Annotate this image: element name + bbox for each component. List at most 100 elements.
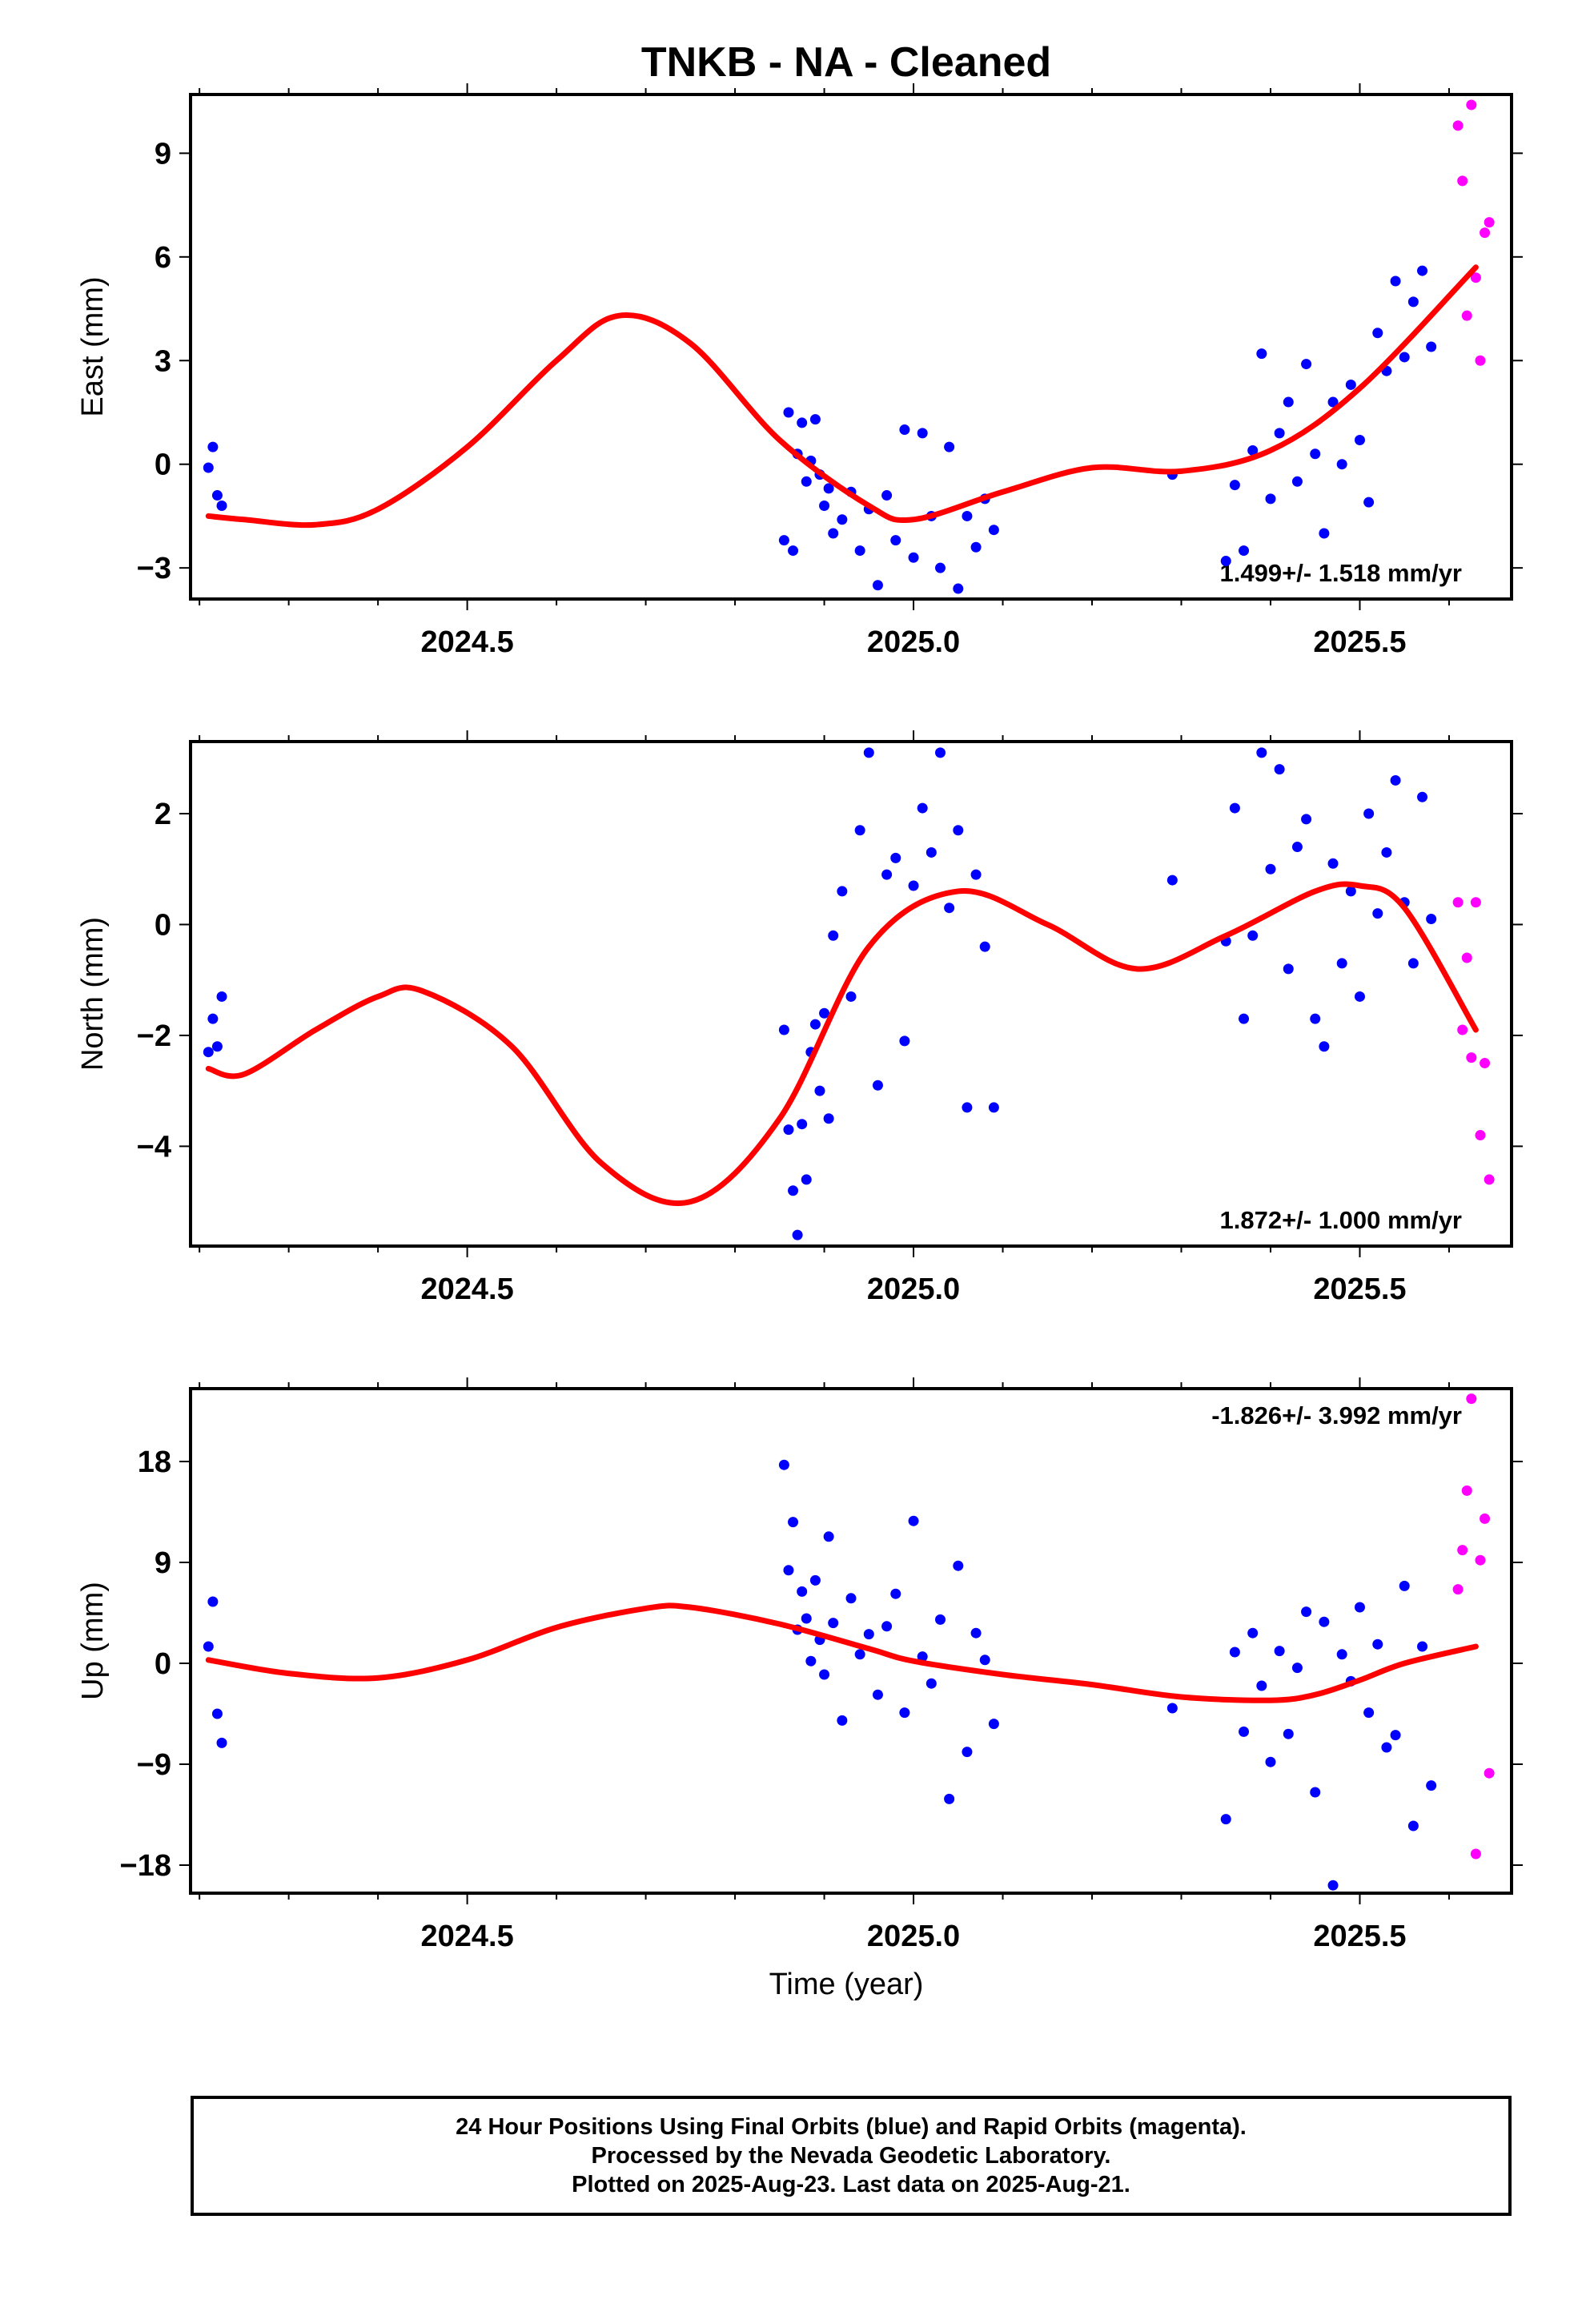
- final-orbit-point: [1417, 1641, 1428, 1652]
- final-orbit-point: [809, 414, 821, 425]
- final-orbit-point: [792, 1229, 803, 1240]
- final-orbit-point: [854, 545, 865, 557]
- rapid-orbit-point: [1475, 355, 1486, 366]
- footer-line-1: 24 Hour Positions Using Final Orbits (bl…: [456, 2114, 1247, 2140]
- x-tick-label: 2024.5: [420, 625, 513, 659]
- final-orbit-point: [1345, 886, 1356, 897]
- final-orbit-point: [1336, 958, 1347, 969]
- final-orbit-point: [1363, 808, 1375, 819]
- y-tick-label: 0: [155, 448, 171, 482]
- final-orbit-point: [1372, 1638, 1383, 1650]
- final-orbit-point: [863, 1629, 874, 1640]
- rapid-orbit-point: [1452, 1584, 1464, 1595]
- x-tick-label: 2025.0: [867, 1920, 960, 1953]
- final-orbit-point: [988, 1719, 999, 1730]
- rapid-orbit-point: [1457, 1545, 1468, 1556]
- final-orbit-point: [216, 991, 227, 1002]
- final-orbit-point: [1363, 1707, 1375, 1719]
- x-tick-label: 2025.0: [867, 1273, 960, 1306]
- final-orbit-point: [1417, 265, 1428, 276]
- final-orbit-point: [1426, 341, 1437, 352]
- final-orbit-point: [1274, 428, 1285, 439]
- final-orbit-point: [1291, 1663, 1303, 1674]
- final-orbit-point: [1256, 1680, 1267, 1691]
- final-orbit-point: [823, 483, 834, 494]
- final-orbit-point: [979, 941, 990, 952]
- chart-title: TNKB - NA - Cleaned: [641, 39, 1051, 86]
- final-orbit-point: [872, 580, 883, 591]
- final-orbit-point: [988, 525, 999, 536]
- rapid-orbit-point: [1466, 99, 1477, 111]
- final-orbit-point: [962, 1102, 973, 1113]
- final-orbit-point: [1301, 359, 1312, 370]
- final-orbit-point: [1354, 991, 1365, 1002]
- rate-label: 1.872+/- 1.000 mm/yr: [1220, 1206, 1462, 1234]
- final-orbit-point: [1229, 802, 1240, 814]
- final-orbit-point: [211, 490, 223, 501]
- final-orbit-point: [1301, 1606, 1312, 1618]
- final-orbit-point: [801, 1613, 812, 1624]
- final-orbit-point: [845, 991, 857, 1002]
- model-fit-curve: [205, 881, 1479, 1206]
- plot-area: [203, 747, 1495, 1240]
- final-orbit-point: [837, 886, 848, 897]
- final-orbit-point: [899, 1035, 910, 1047]
- final-orbit-point: [881, 869, 893, 880]
- rapid-orbit-point: [1461, 1485, 1472, 1496]
- final-orbit-point: [917, 1651, 928, 1663]
- final-orbit-point: [1283, 963, 1294, 975]
- final-orbit-point: [1310, 448, 1321, 460]
- final-orbit-point: [1390, 774, 1401, 786]
- final-orbit-point: [1291, 476, 1303, 487]
- final-orbit-point: [819, 1007, 830, 1019]
- rapid-orbit-point: [1466, 1393, 1477, 1405]
- final-orbit-point: [788, 1517, 799, 1528]
- rapid-orbit-point: [1470, 1848, 1481, 1860]
- final-orbit-point: [1345, 379, 1356, 390]
- footer-line-2: Processed by the Nevada Geodetic Laborat…: [591, 2143, 1111, 2169]
- x-tick-label: 2025.5: [1313, 1920, 1406, 1953]
- y-tick-label: 0: [155, 908, 171, 942]
- final-orbit-point: [1390, 1730, 1401, 1741]
- final-orbit-point: [203, 1641, 214, 1652]
- final-orbit-point: [809, 1574, 821, 1586]
- final-orbit-point: [837, 514, 848, 525]
- final-orbit-point: [872, 1080, 883, 1091]
- east-panel: 2024.5 2025.0 2025.5 −3 0 3 6 9 East (mm) 1.499+/…: [76, 83, 1523, 659]
- final-orbit-point: [783, 407, 794, 418]
- final-orbit-point: [216, 500, 227, 511]
- final-orbit-point: [1319, 1616, 1330, 1627]
- final-orbit-point: [1247, 444, 1259, 456]
- model-fit-curve: [205, 264, 1479, 529]
- final-orbit-point: [881, 490, 893, 501]
- final-orbit-point: [211, 1708, 223, 1719]
- final-orbit-point: [1301, 814, 1312, 825]
- final-orbit-point: [1426, 914, 1437, 925]
- final-orbit-point: [953, 1560, 964, 1571]
- final-orbit-point: [1283, 396, 1294, 408]
- plot-frame: [189, 93, 1513, 601]
- final-orbit-point: [979, 1655, 990, 1666]
- final-orbit-point: [828, 528, 839, 539]
- y-axis-label: East (mm): [76, 276, 110, 416]
- footer-line-3: Plotted on 2025-Aug-23. Last data on 202…: [572, 2172, 1130, 2197]
- final-orbit-point: [1274, 1646, 1285, 1657]
- final-orbit-point: [819, 500, 830, 511]
- final-orbit-point: [1363, 497, 1375, 508]
- final-orbit-point: [1319, 1041, 1330, 1052]
- final-orbit-point: [890, 1588, 901, 1599]
- final-orbit-point: [1372, 908, 1383, 919]
- final-orbit-point: [934, 747, 946, 758]
- final-orbit-point: [944, 441, 955, 452]
- y-axis-label: Up (mm): [76, 1582, 110, 1700]
- final-orbit-point: [1381, 1742, 1392, 1753]
- final-orbit-point: [1327, 858, 1339, 869]
- final-orbit-point: [988, 1102, 999, 1113]
- final-orbit-point: [1239, 1726, 1250, 1737]
- final-orbit-point: [934, 562, 946, 573]
- footer-note-box: 24 Hour Positions Using Final Orbits (bl…: [191, 2096, 1512, 2216]
- final-orbit-point: [953, 583, 964, 594]
- final-orbit-point: [783, 1565, 794, 1576]
- final-orbit-point: [778, 1024, 789, 1035]
- x-tick-label: 2025.0: [867, 625, 960, 659]
